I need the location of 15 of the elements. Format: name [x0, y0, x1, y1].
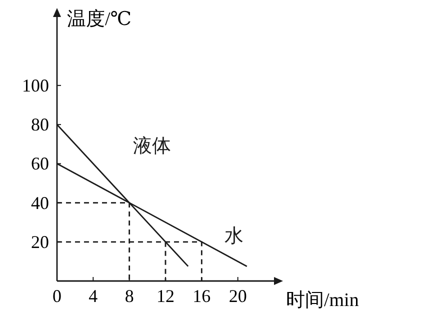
x-tick-label: 8	[124, 286, 134, 306]
series-label: 液体	[132, 134, 171, 157]
y-tick-label: 40	[31, 192, 49, 213]
y-axis-title: 温度/℃	[67, 8, 132, 30]
x-tick-label: 20	[228, 286, 247, 306]
x-axis-title: 时间/min	[286, 290, 360, 311]
x-tick-label: 16	[192, 286, 211, 306]
x-tick-label: 4	[88, 286, 98, 306]
x-tick-label: 0	[52, 286, 62, 306]
series-label: 水	[224, 226, 244, 247]
y-tick-label: 80	[31, 114, 49, 135]
y-tick-label: 20	[31, 232, 49, 252]
y-tick-label: 100	[22, 75, 49, 96]
x-tick-label: 12	[156, 286, 174, 306]
y-tick-label: 60	[31, 154, 49, 174]
